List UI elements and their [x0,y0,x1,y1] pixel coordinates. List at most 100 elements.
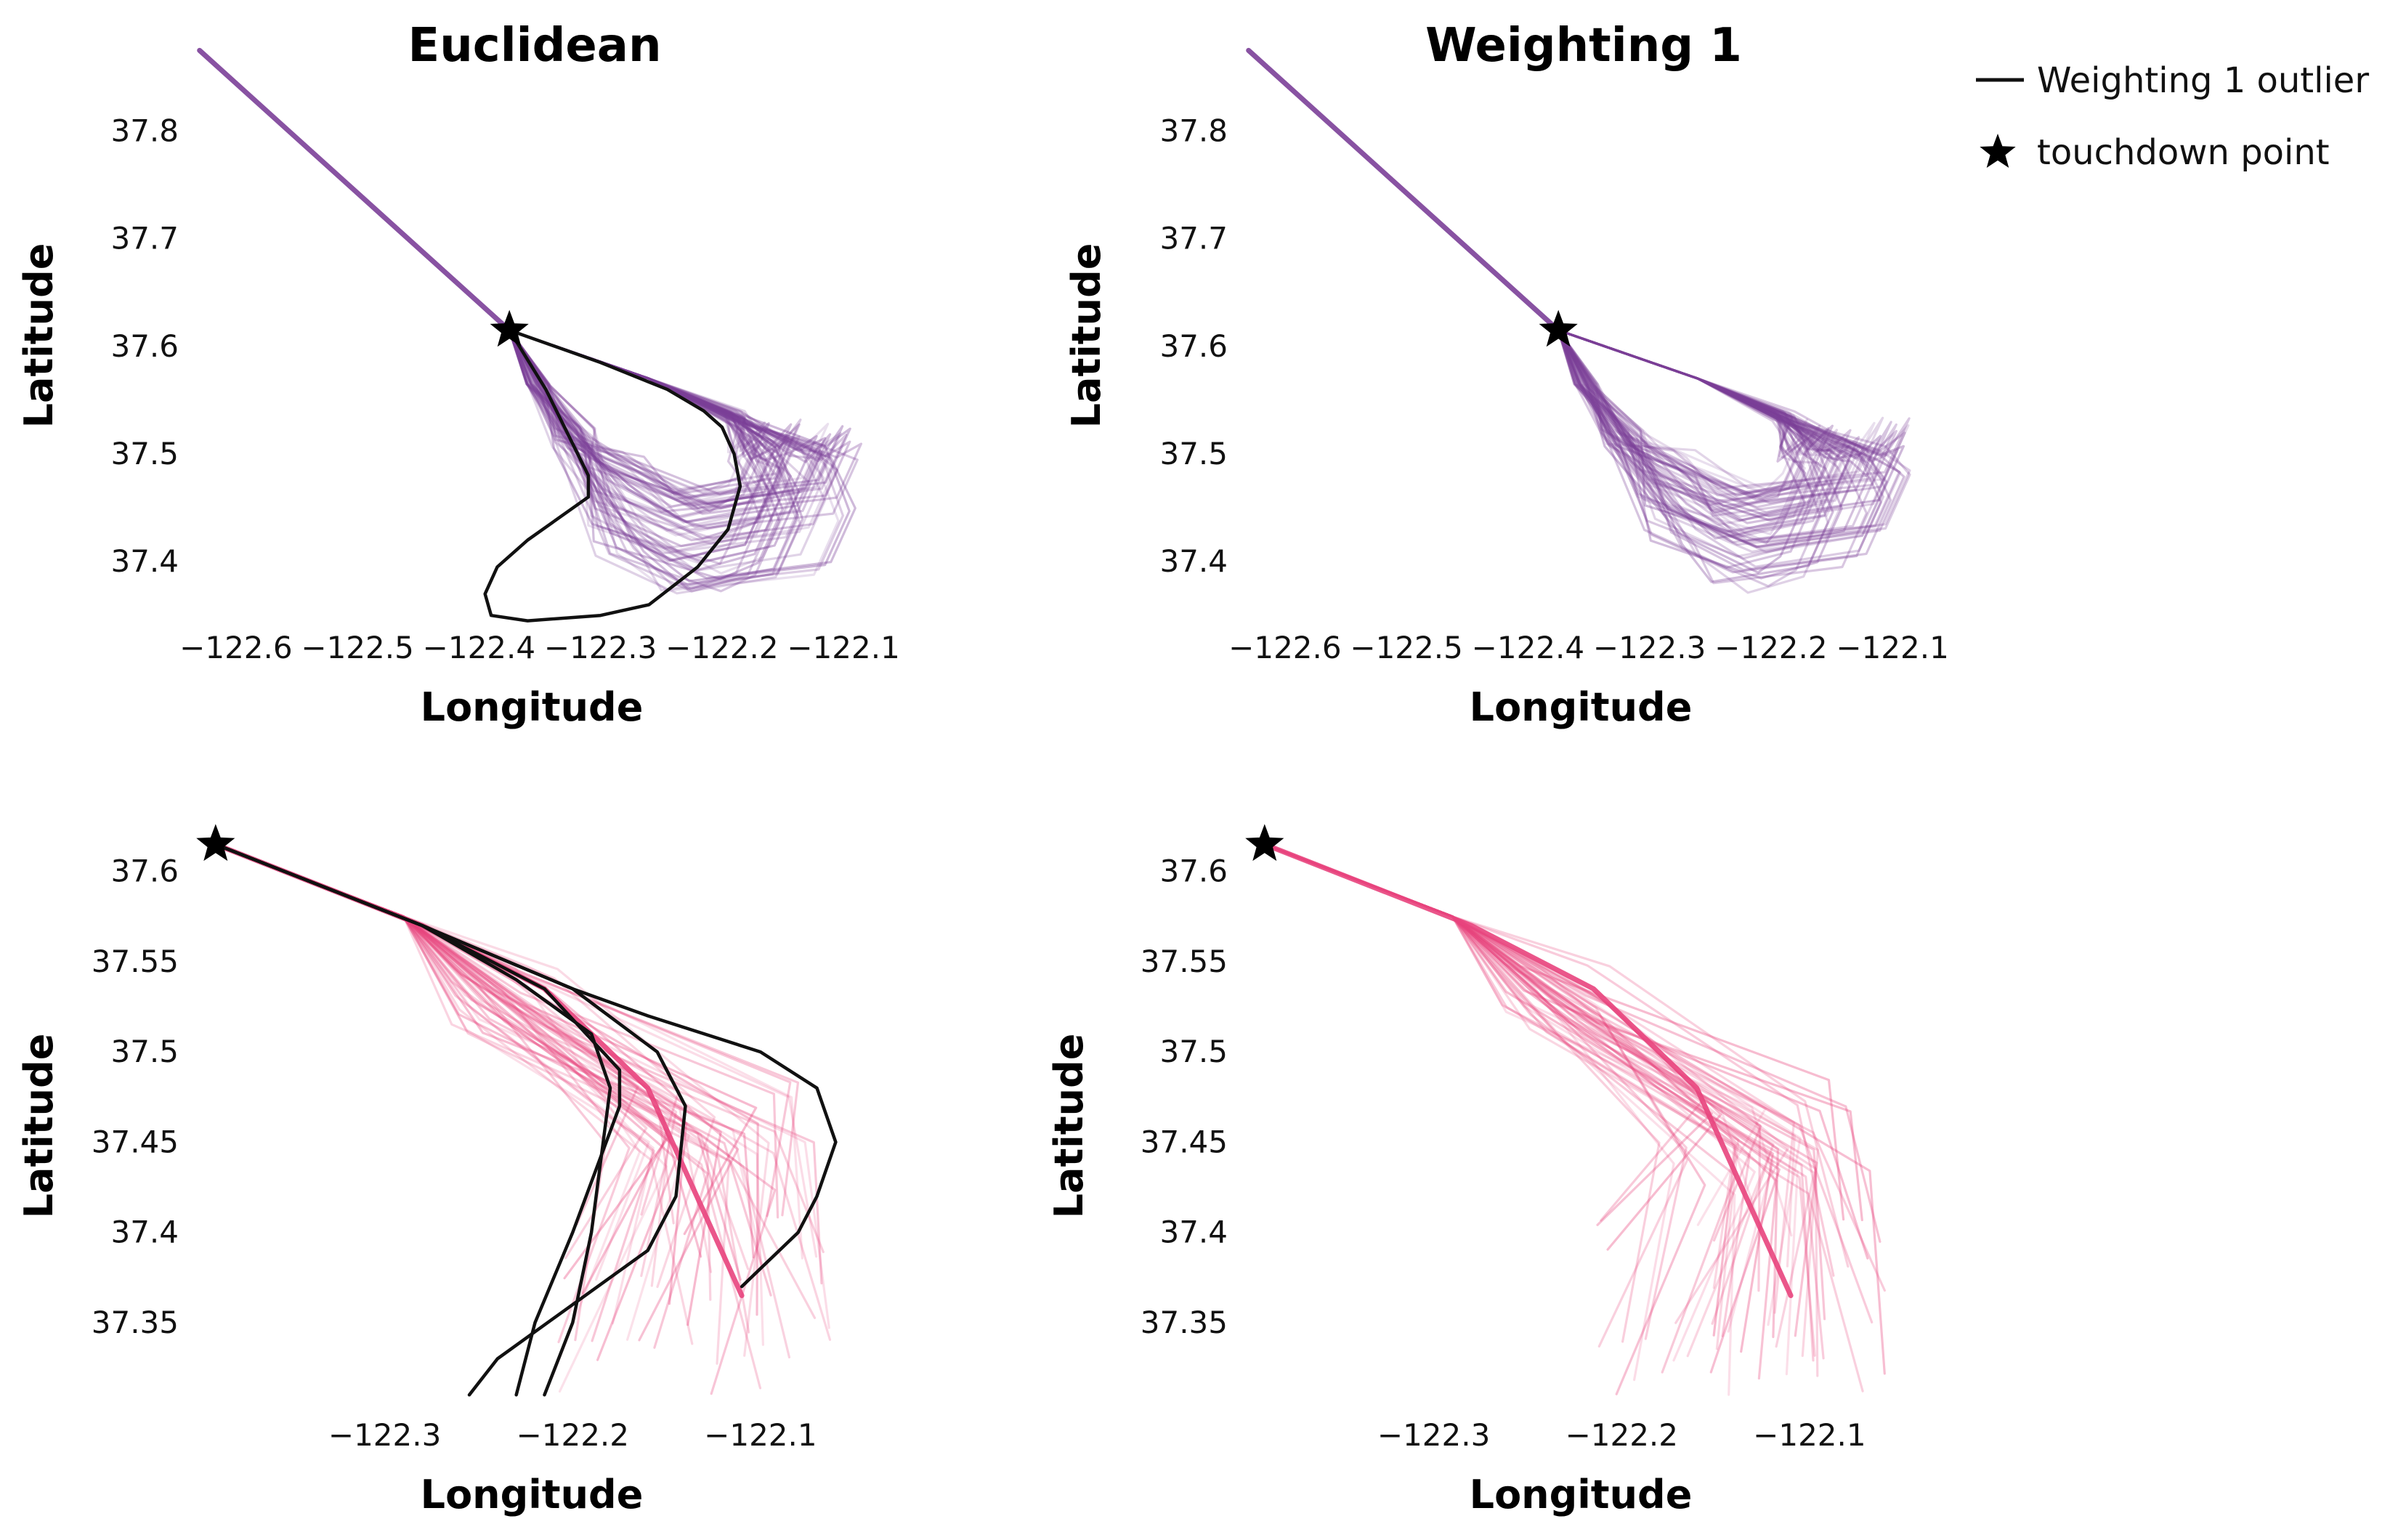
trajectory-line [1557,329,1834,583]
trajectory-line [214,843,825,1254]
trajectory-line [1557,329,1911,546]
touchdown-star-icon [196,824,235,862]
trajectory-line [508,329,823,523]
trajectory-line [508,329,790,510]
shared-path-group [1262,841,1794,1298]
trajectory-line [508,329,851,583]
y-axis-label: Latitude [16,243,62,429]
trajectory-line [1557,329,1810,504]
trajectory-line [1557,329,1884,490]
x-tick-label: −122.2 [665,630,778,665]
trajectory-line [1557,329,1911,490]
trajectory-line [1557,329,1838,501]
trajectory-line [1557,329,1857,517]
panel-title-weighting-1: Weighting 1 [1425,19,1742,73]
y-tick-label: 37.5 [1159,1034,1228,1069]
trajectory-line [508,329,789,575]
trajectory-line [1557,329,1892,493]
trajectory-line [508,329,777,519]
y-tick-label: 37.8 [110,113,179,149]
y-ticks: 37.35 37.4 37.45 37.5 37.55 37.6 [92,854,179,1340]
trajectory-line [1557,329,1830,500]
x-tick-label: −122.4 [1472,630,1584,665]
y-axis-label: Latitude [1046,1034,1092,1219]
x-tick-label: −122.2 [1714,630,1827,665]
trajectory-line [508,329,782,552]
trajectory-line [1263,843,1762,1242]
outlier-group [483,328,742,623]
x-tick-label: −122.6 [1228,630,1341,665]
trajectory-line [1557,329,1849,522]
outlier-track [483,328,742,623]
y-tick-label: 37.55 [1141,944,1228,979]
panel-title-euclidean: Euclidean [408,19,661,73]
trajectory-line [508,329,801,508]
trajectory-bundle [214,843,832,1395]
legend-outlier-label: Weighting 1 outlier [2037,60,2369,101]
trajectory-line [508,329,818,508]
trajectory-line [508,329,761,510]
trajectory-line [508,329,830,495]
legend: Weighting 1 outlier touchdown point [1976,60,2369,173]
y-tick-label: 37.4 [110,543,179,579]
trajectory-line [508,329,835,545]
trajectory-line [508,329,840,592]
trajectory-line [1557,329,1897,503]
trajectory-line [1557,329,1905,518]
trajectory-line [508,329,851,500]
x-ticks: −122.6 −122.5 −122.4 −122.3 −122.2 −122.1 [1228,630,1949,665]
x-ticks: −122.3 −122.2 −122.1 [1377,1417,1866,1453]
trajectory-line [508,329,801,595]
trajectory-line [1557,329,1806,540]
trajectory-line [508,329,804,591]
trajectory-line [508,329,825,527]
trajectory-line [1557,329,1879,543]
trajectory-line [1557,329,1852,533]
y-ticks: 37.35 37.4 37.45 37.5 37.55 37.6 [1141,854,1228,1340]
trajectory-line [508,329,815,530]
trajectory-line [1263,843,1688,1340]
x-tick-label: −122.2 [1565,1417,1678,1453]
trajectory-line [1557,329,1884,568]
trajectory-line [1557,329,1897,496]
trajectory-line [1557,329,1911,542]
trajectory-line [508,329,844,587]
trajectory-line [1557,329,1840,512]
shared-path [213,841,745,1298]
trajectory-line [508,329,769,512]
trajectory-line [1557,329,1887,554]
trajectory-line [508,329,780,572]
trajectory-line [508,329,827,572]
trajectory-line [214,843,800,1217]
trajectory-line [1557,329,1804,514]
trajectory-line [508,329,862,515]
trajectory-line [1557,329,1910,497]
x-tick-label: −122.5 [301,630,413,665]
trajectory-bundle [1263,843,1886,1396]
trajectory-line [1557,329,1882,574]
y-tick-label: 37.5 [110,436,179,471]
trajectory-line [1557,329,1807,545]
trajectory-line [508,329,784,580]
trajectory-line [1557,329,1888,554]
shared-path [1262,841,1794,1298]
y-tick-label: 37.4 [110,1215,179,1250]
y-tick-label: 37.6 [1159,328,1228,364]
trajectory-line [214,843,755,1259]
trajectory-line [508,329,782,540]
touchdown-star-icon [490,309,529,347]
trajectory-line [508,329,793,496]
trajectory-line [1557,329,1825,527]
x-axis-label: Longitude [1470,684,1693,730]
x-axis-label: Longitude [421,684,644,730]
outlier-track [214,843,838,1289]
trajectory-line [1557,329,1861,518]
y-tick-label: 37.5 [110,1034,179,1069]
panel-top-left: Euclidean −122.6 −122.5 −122.4 −122.3 −122.2… [16,19,900,730]
x-ticks: −122.6 −122.5 −122.4 −122.3 −122.2 −122.1 [179,630,900,665]
trajectory-line [1557,329,1882,508]
trajectory-line [214,843,668,1294]
y-tick-label: 37.55 [92,944,179,979]
trajectory-line [508,329,771,562]
y-axis-label: Latitude [1064,243,1109,429]
